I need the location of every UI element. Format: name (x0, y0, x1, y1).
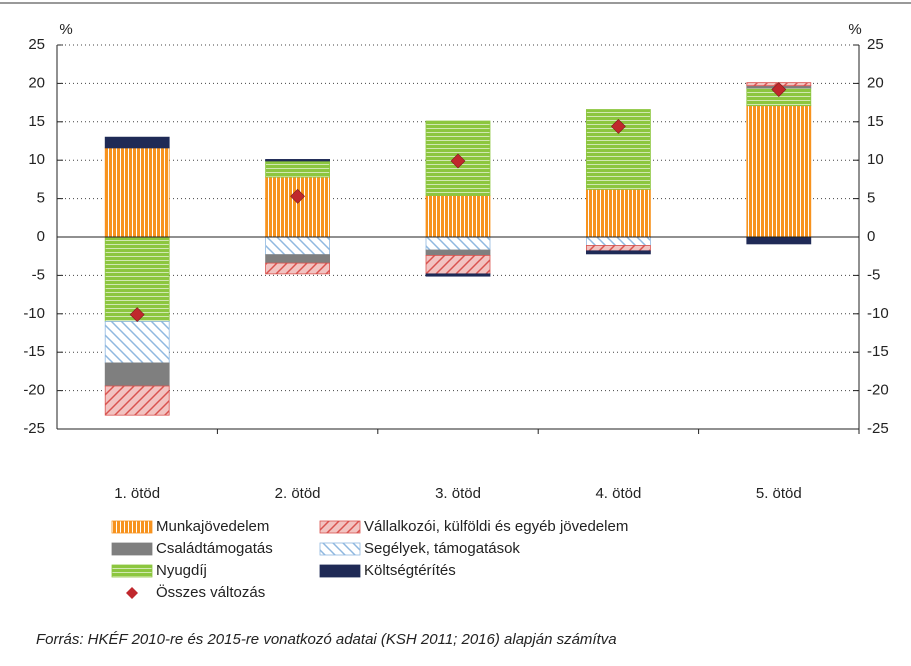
bar-segment (425, 249, 491, 256)
legend-label: Nyugdíj (156, 562, 207, 579)
legend-swatch (111, 520, 153, 534)
bar-segment (104, 136, 170, 149)
bar-segment (265, 176, 331, 238)
y2-tick-label: 0 (867, 228, 875, 245)
y-tick-label: 25 (28, 36, 45, 53)
total-marker (129, 307, 145, 322)
legend-label: Vállalkozói, külföldi és egyéb jövedelem (364, 518, 628, 535)
y-axis-label: % (59, 21, 72, 38)
legend-swatch (126, 587, 138, 599)
y2-tick-label: -5 (867, 266, 880, 283)
y2-tick-label: -10 (867, 305, 889, 322)
y-tick-label: 10 (28, 151, 45, 168)
y-tick-label: -15 (23, 343, 45, 360)
bar-segment (265, 262, 331, 275)
source-note: Forrás: HKÉF 2010-re és 2015-re vonatkoz… (36, 631, 617, 648)
legend-label: Segélyek, támogatások (364, 540, 520, 557)
y-tick-label: 0 (37, 228, 45, 245)
y2-tick-label: 5 (867, 190, 875, 207)
legend-swatch (319, 564, 361, 578)
y2-tick-label: 20 (867, 74, 884, 91)
y-tick-label: -5 (32, 266, 45, 283)
x-tick-label: 1. ötöd (114, 485, 160, 502)
total-marker (290, 188, 306, 204)
bar-segment (746, 105, 812, 238)
bar-segment (586, 236, 651, 246)
bar-segment (265, 159, 331, 162)
x-tick-label: 5. ötöd (756, 485, 802, 502)
legend-label: Összes változás (156, 583, 265, 601)
total-marker (610, 118, 626, 134)
legend-swatch (319, 542, 361, 556)
y-tick-label: -10 (23, 305, 45, 322)
y2-axis-label: % (848, 21, 861, 38)
y-tick-label: -20 (23, 382, 45, 399)
bar-segment (104, 321, 170, 364)
legend-label: Költségtérítés (364, 562, 456, 579)
bar-segment (425, 195, 491, 238)
y2-tick-label: 25 (867, 36, 884, 53)
y-tick-label: 20 (28, 74, 45, 91)
bar-segment (104, 385, 170, 416)
legend-swatch (111, 542, 153, 556)
bar-segment (425, 273, 491, 277)
x-tick-label: 2. ötöd (275, 485, 321, 502)
y2-tick-label: 15 (867, 113, 884, 130)
x-tick-label: 3. ötöd (435, 485, 481, 502)
legend-label: Családtámogatás (156, 540, 273, 557)
y-tick-label: 5 (37, 190, 45, 207)
bar-segment (425, 255, 491, 275)
bar-segment (265, 160, 331, 178)
bar-segment (265, 254, 331, 264)
bar-segment (425, 236, 491, 251)
y2-tick-label: -15 (867, 343, 889, 360)
bar-segment (586, 250, 651, 255)
y-tick-label: -25 (23, 420, 45, 437)
y2-tick-label: 10 (867, 151, 884, 168)
total-marker (771, 82, 787, 97)
bar-segment (104, 147, 170, 238)
y2-tick-label: -20 (867, 382, 889, 399)
legend-swatch (319, 520, 361, 534)
x-tick-label: 4. ötöd (595, 485, 641, 502)
total-marker (450, 153, 466, 169)
bar-segment (746, 236, 812, 245)
bar-segment (586, 188, 651, 238)
bar-segment (586, 245, 651, 252)
legend-label: Munkajövedelem (156, 518, 269, 535)
y-tick-label: 15 (28, 113, 45, 130)
bar-segment (265, 236, 331, 256)
y2-tick-label: -25 (867, 420, 889, 437)
bar-segment (104, 362, 170, 387)
legend-swatch (111, 564, 153, 578)
